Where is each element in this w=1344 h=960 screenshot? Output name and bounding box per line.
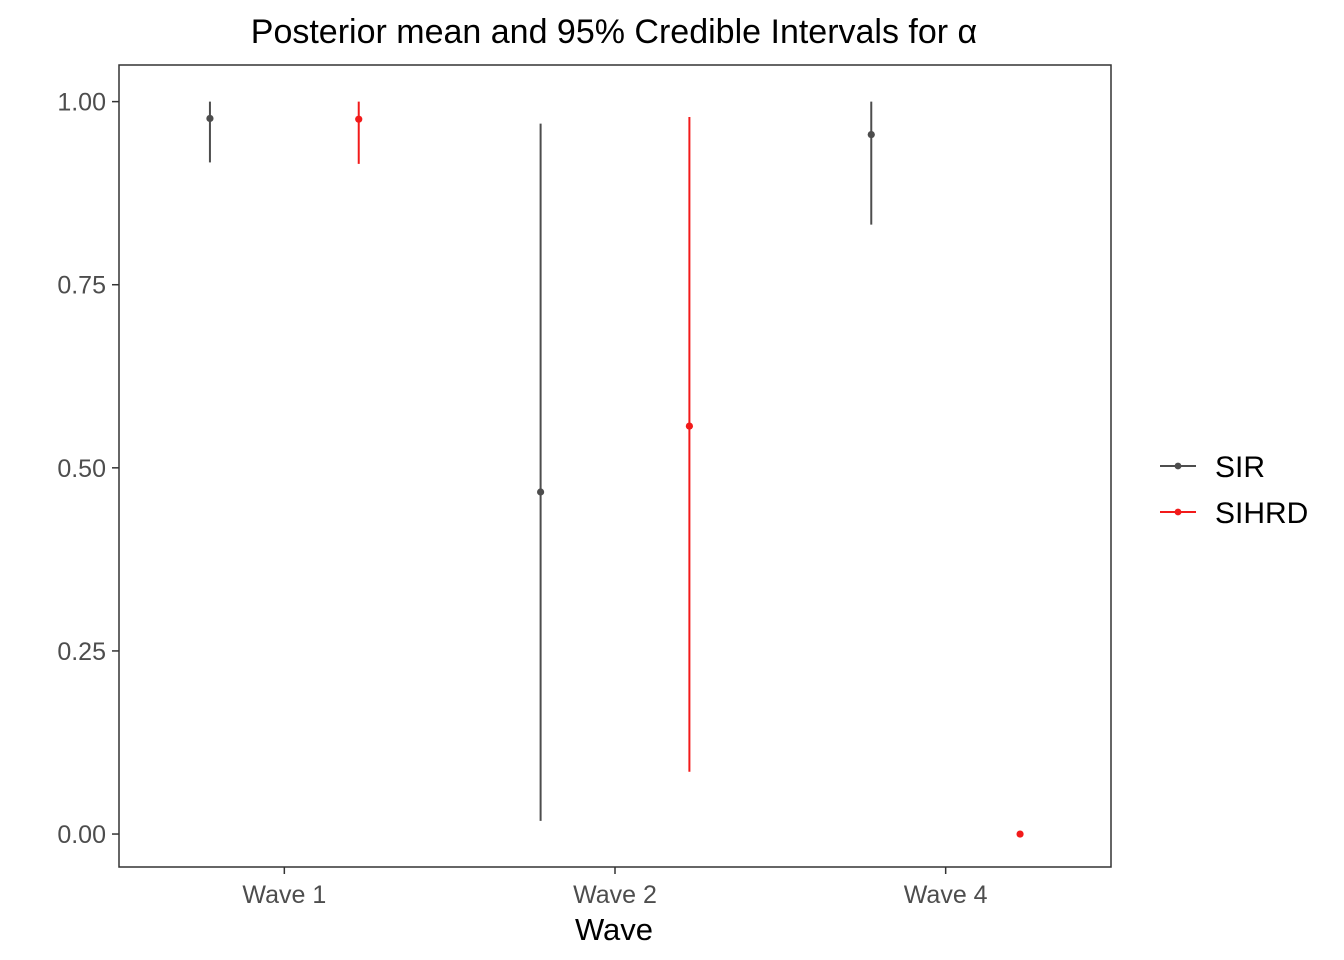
series-sihrd [355, 101, 1024, 838]
y-tick-label: 0.75 [57, 272, 106, 300]
legend-key-point [1174, 508, 1182, 516]
posterior-mean-point [867, 130, 875, 139]
x-axis-title: Wave [575, 912, 653, 947]
legend-key-point [1174, 462, 1182, 470]
x-axis: Wave 1 Wave 2 Wave 4 [242, 867, 988, 909]
x-tick-label: Wave 4 [904, 881, 988, 909]
series-sir [206, 101, 875, 821]
posterior-mean-point [1016, 830, 1024, 838]
posterior-mean-point [206, 114, 214, 123]
chart-title: Posterior mean and 95% Credible Interval… [251, 13, 977, 51]
legend: SIR SIHRD [1160, 451, 1308, 530]
x-tick-label: Wave 1 [242, 881, 326, 909]
legend-label: SIR [1215, 451, 1265, 484]
y-tick-label: 0.00 [57, 821, 106, 849]
y-axis: 0.00 0.25 0.50 0.75 1.00 [57, 89, 119, 849]
legend-label: SIHRD [1215, 497, 1308, 530]
y-tick-label: 0.25 [57, 638, 106, 666]
x-tick-label: Wave 2 [573, 881, 657, 909]
posterior-mean-point [355, 115, 363, 123]
series-layer [206, 101, 1024, 838]
posterior-mean-point [537, 488, 545, 496]
legend-item: SIHRD [1160, 497, 1308, 530]
plot-panel [118, 64, 1112, 868]
y-tick-label: 1.00 [57, 89, 106, 117]
posterior-mean-point [685, 422, 694, 430]
y-tick-label: 0.50 [57, 455, 106, 483]
legend-item: SIR [1160, 451, 1265, 484]
